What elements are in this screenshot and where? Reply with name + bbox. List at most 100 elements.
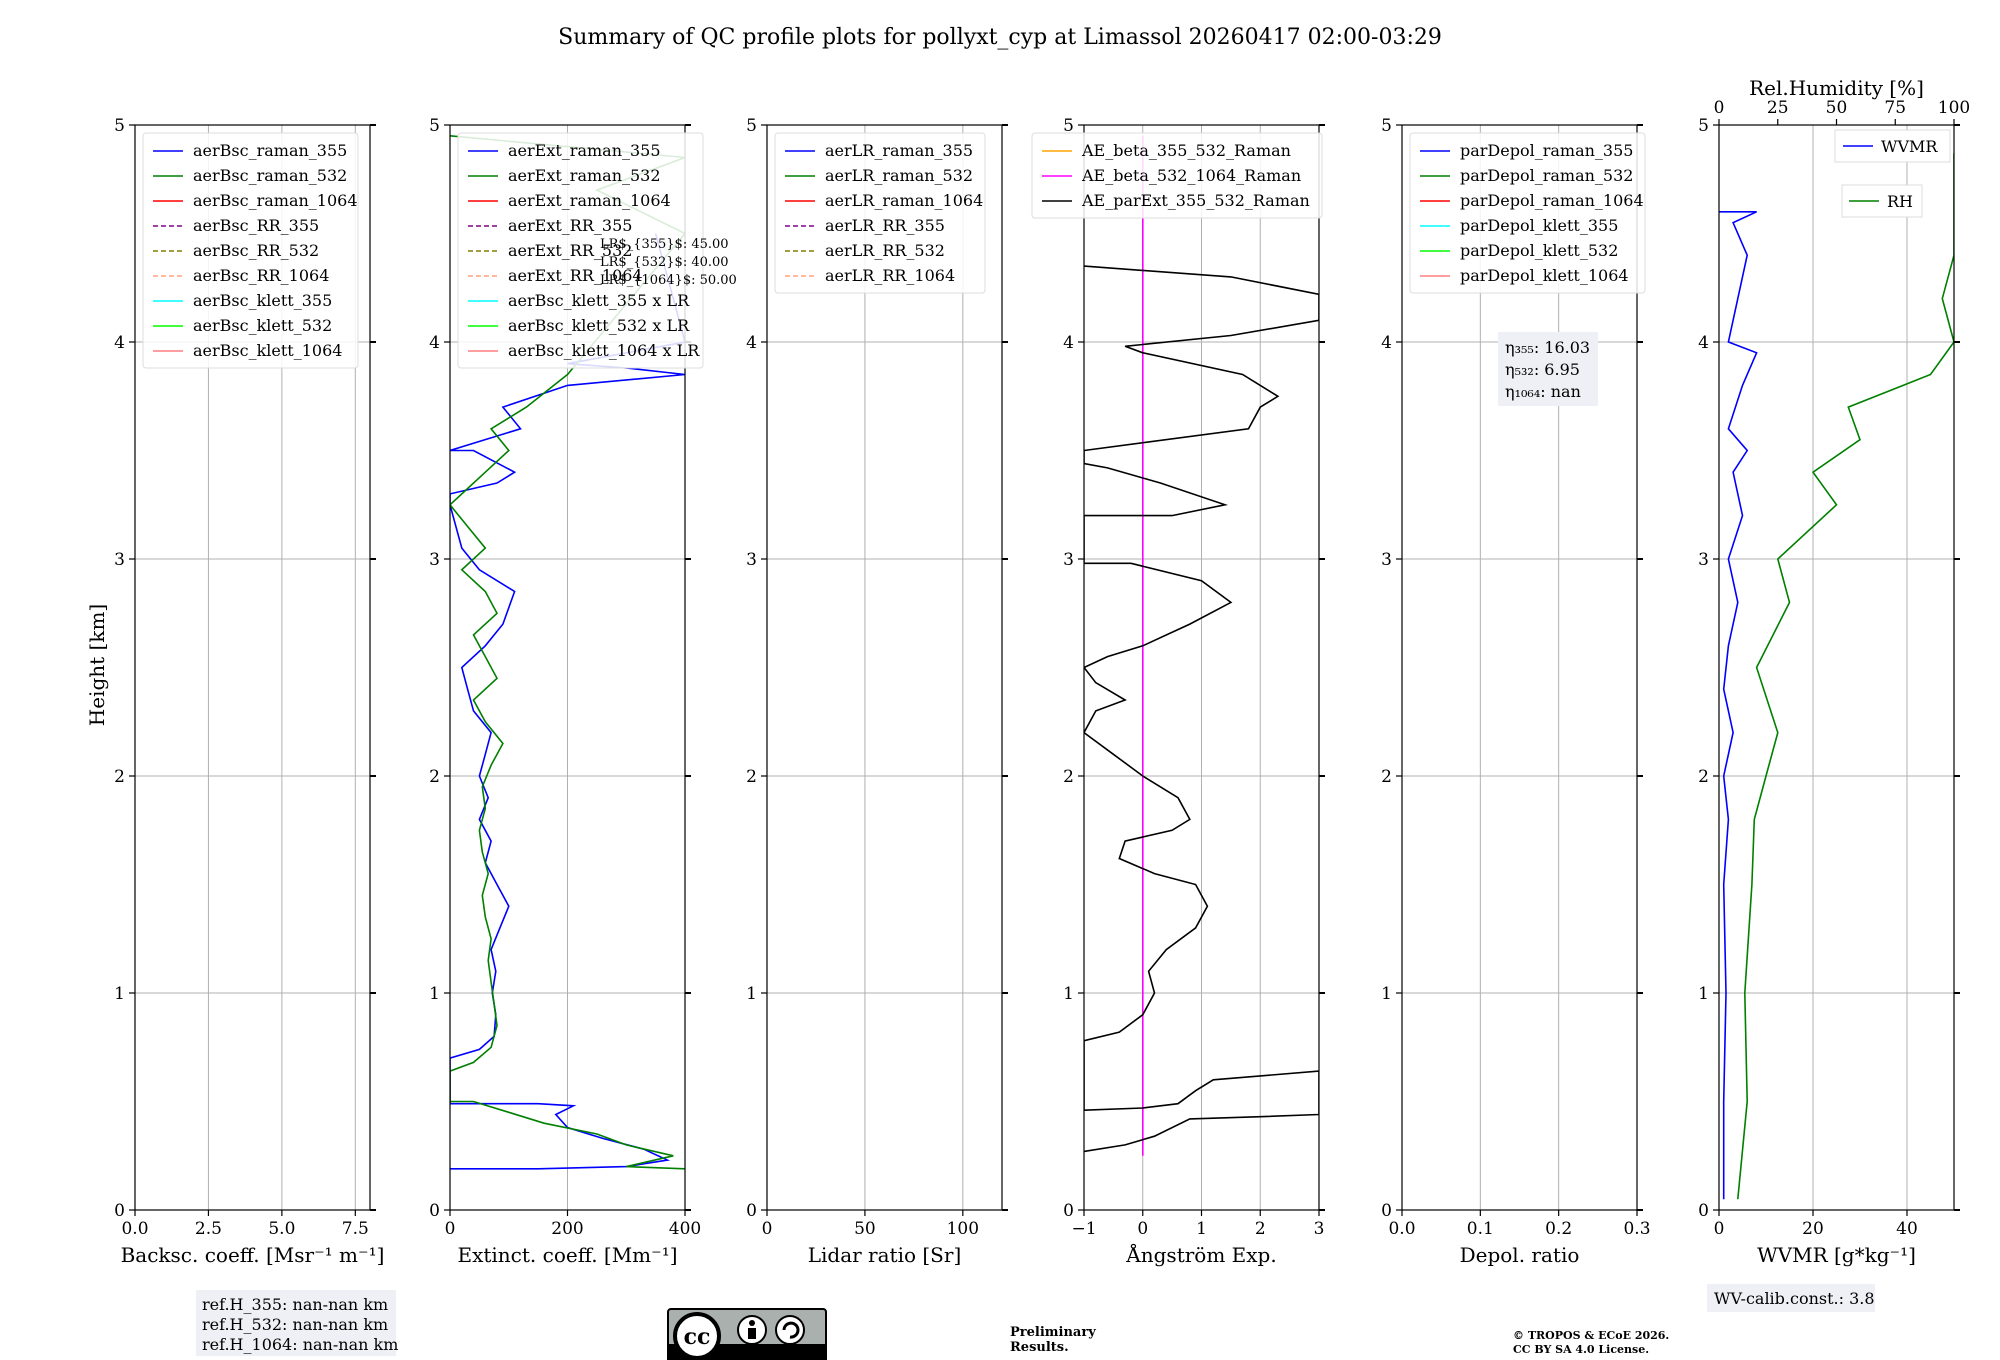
legend-depol: parDepol_raman_355 parDepol_raman_532 parD… bbox=[1409, 132, 1646, 294]
y-tick-label: 4 bbox=[746, 333, 757, 353]
eta-1064: η₁₀₆₄: nan bbox=[1505, 382, 1581, 401]
legend-label: aerLR_raman_532 bbox=[825, 166, 973, 185]
top-x-tick-label: 75 bbox=[1884, 98, 1906, 118]
series-line-aerExt_raman_532 bbox=[450, 135, 685, 1170]
legend-label: AE_parExt_355_532_Raman bbox=[1081, 191, 1310, 210]
legend-label: aerExt_raman_532 bbox=[508, 166, 661, 185]
legend-label: aerLR_RR_1064 bbox=[825, 266, 955, 285]
panel-backscatter: 0 1 2 3 4 5 0.0 2.5 5.0 7.5 Backsc. coeff. [Msr⁻¹ … bbox=[114, 116, 384, 1267]
y-tick-label: 0 bbox=[1698, 1201, 1709, 1221]
x-axis-label: WVMR [g*kg⁻¹] bbox=[1757, 1243, 1916, 1267]
copyright-line1: © TROPOS & ECoE 2026. bbox=[1513, 1329, 1669, 1342]
sa-icon bbox=[775, 1315, 805, 1345]
panels: 0 1 2 3 4 5 0.0 2.5 5.0 7.5 Backsc. coeff. [Msr⁻¹ … bbox=[114, 76, 1970, 1267]
legend-lidar_ratio: aerLR_raman_355 aerLR_raman_532 aerLR_rama… bbox=[774, 132, 986, 294]
x-axis-label: Ångström Exp. bbox=[1125, 1242, 1276, 1267]
y-tick-label: 2 bbox=[114, 767, 125, 787]
y-axis-label: Height [km] bbox=[85, 604, 109, 726]
x-tick-label: 0 bbox=[762, 1219, 773, 1239]
legend-label: parDepol_klett_1064 bbox=[1460, 266, 1629, 285]
axes-frame bbox=[1718, 124, 1955, 1211]
legend-label: aerBsc_klett_532 bbox=[193, 316, 332, 335]
x-tick-label: 0 bbox=[445, 1219, 456, 1239]
y-tick-label: 5 bbox=[1381, 116, 1392, 136]
y-tick-label: 5 bbox=[746, 116, 757, 136]
y-tick-label: 5 bbox=[1063, 116, 1074, 136]
legend-label: aerLR_raman_355 bbox=[825, 141, 973, 160]
by-icon-body bbox=[748, 1328, 756, 1339]
y-tick-label: 3 bbox=[114, 550, 125, 570]
y-tick-label: 1 bbox=[1698, 984, 1709, 1004]
legend-rh: RH bbox=[1841, 184, 1923, 218]
y-tick-label: 0 bbox=[746, 1201, 757, 1221]
x-tick-label: 2 bbox=[1255, 1219, 1266, 1239]
legend-label: parDepol_klett_355 bbox=[1460, 216, 1618, 235]
by-text: BY bbox=[743, 1349, 762, 1360]
cc-icon-text: cc bbox=[684, 1324, 711, 1350]
y-tick-label: 0 bbox=[114, 1201, 125, 1221]
x-tick-label: 0.2 bbox=[1545, 1219, 1572, 1239]
x-tick-label: 0 bbox=[1137, 1219, 1148, 1239]
x-axis-label: Lidar ratio [Sr] bbox=[808, 1243, 962, 1267]
x-tick-label: 0.0 bbox=[1388, 1219, 1415, 1239]
legend-label: aerBsc_raman_532 bbox=[193, 166, 347, 185]
x-tick-label: 7.5 bbox=[342, 1219, 369, 1239]
legend-label: aerBsc_raman_1064 bbox=[193, 191, 358, 210]
legend-label: aerLR_raman_1064 bbox=[825, 191, 983, 210]
eta-info-box: η₃₅₅: 16.03 η₅₃₂: 6.95 η₁₀₆₄: nan bbox=[1498, 332, 1598, 406]
lr-annotation: LR$_{355}$: 45.00 LR$_{532}$: 40.00 LR$_… bbox=[600, 237, 737, 288]
y-tick-label: 4 bbox=[114, 333, 125, 353]
refh-355: ref.H_355: nan-nan km bbox=[202, 1295, 388, 1314]
legend-label: aerLR_RR_355 bbox=[825, 216, 945, 235]
y-tick-label: 1 bbox=[1063, 984, 1074, 1004]
x-tick-label: 100 bbox=[947, 1219, 979, 1239]
x-tick-label: 1 bbox=[1196, 1219, 1207, 1239]
x-tick-label: 0.1 bbox=[1467, 1219, 1494, 1239]
x-tick-label: 200 bbox=[551, 1219, 583, 1239]
x-tick-label: 50 bbox=[854, 1219, 876, 1239]
series-line-WVMR bbox=[1719, 211, 1758, 1200]
x-tick-label: 400 bbox=[669, 1219, 701, 1239]
copyright-line2: CC BY SA 4.0 License. bbox=[1513, 1343, 1649, 1356]
y-tick-label: 1 bbox=[429, 984, 440, 1004]
x-axis-label: Depol. ratio bbox=[1460, 1243, 1580, 1267]
legend-label: aerBsc_RR_355 bbox=[193, 216, 319, 235]
y-tick-label: 2 bbox=[1381, 767, 1392, 787]
y-tick-label: 3 bbox=[746, 550, 757, 570]
refh-info-box: ref.H_355: nan-nan km ref.H_532: nan-nan… bbox=[196, 1290, 398, 1356]
legend-label: aerBsc_RR_532 bbox=[193, 241, 319, 260]
legend-label: aerExt_raman_355 bbox=[508, 141, 661, 160]
lr-label-355: LR$_{355}$: 45.00 bbox=[600, 237, 729, 252]
y-tick-label: 3 bbox=[1698, 550, 1709, 570]
y-tick-label: 0 bbox=[1063, 1201, 1074, 1221]
refh-box-bg bbox=[196, 1290, 396, 1356]
x-axis-label: Backsc. coeff. [Msr⁻¹ m⁻¹] bbox=[121, 1243, 385, 1267]
y-tick-label: 2 bbox=[1063, 767, 1074, 787]
panel-depol: 0 1 2 3 4 5 0.0 0.1 0.2 0.3 Depol. ratio parDepol_r… bbox=[1381, 116, 1650, 1267]
axes-frame bbox=[134, 124, 371, 1211]
y-tick-label: 5 bbox=[429, 116, 440, 136]
top-x-tick-label: 25 bbox=[1767, 98, 1789, 118]
sa-text: SA bbox=[781, 1349, 800, 1360]
license-badge: cc BY SA bbox=[667, 1308, 827, 1360]
y-tick-label: 3 bbox=[1381, 550, 1392, 570]
y-tick-label: 1 bbox=[746, 984, 757, 1004]
legend-label: RH bbox=[1887, 192, 1913, 211]
top-x-tick-label: 0 bbox=[1714, 98, 1725, 118]
sa-icon-arc bbox=[782, 1321, 800, 1339]
legend-label: aerBsc_klett_1064 bbox=[193, 341, 342, 360]
by-icon-head bbox=[749, 1320, 755, 1326]
series-line-RH bbox=[1737, 153, 1954, 1200]
legend-box bbox=[142, 132, 359, 369]
legend-label: parDepol_raman_532 bbox=[1460, 166, 1633, 185]
y-tick-label: 4 bbox=[429, 333, 440, 353]
top-x-axis-label: Rel.Humidity [%] bbox=[1749, 76, 1924, 100]
wv-calib-bg bbox=[1707, 1284, 1875, 1312]
top-x-tick-label: 100 bbox=[1938, 98, 1970, 118]
y-tick-label: 5 bbox=[1698, 116, 1709, 136]
y-tick-label: 4 bbox=[1381, 333, 1392, 353]
